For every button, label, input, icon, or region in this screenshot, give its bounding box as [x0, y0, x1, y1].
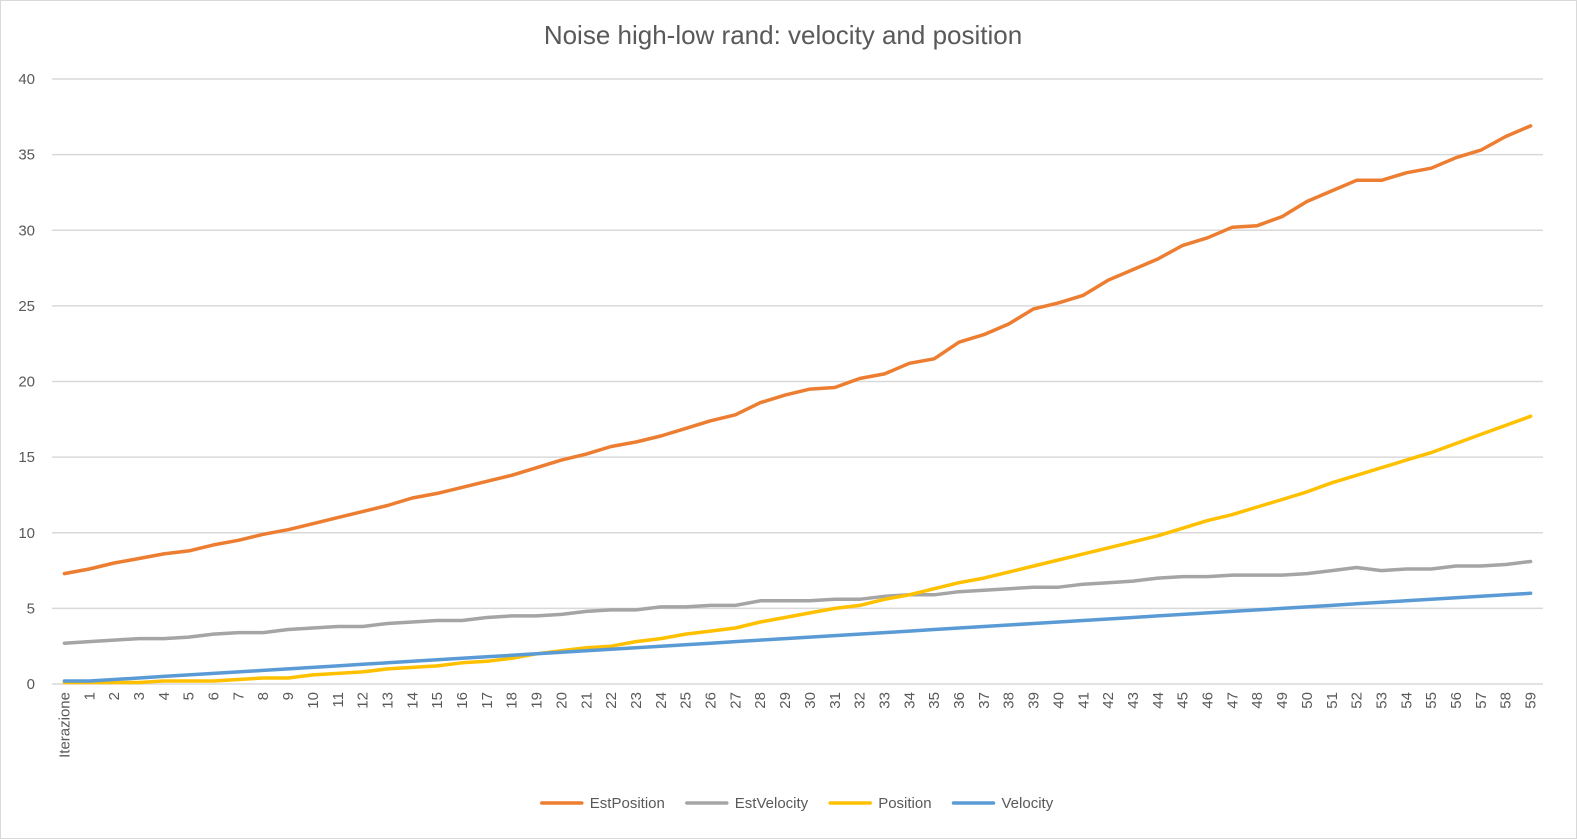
x-tick-label: 3: [131, 692, 148, 700]
x-tick-label: 47: [1224, 692, 1241, 709]
x-tick-label: 37: [976, 692, 993, 709]
x-tick-label: 53: [1373, 692, 1390, 709]
x-tick-label: 29: [777, 692, 794, 709]
series-line-estvelocity: [62, 559, 1533, 645]
x-tick-label: 54: [1398, 692, 1415, 709]
x-tick-label: 33: [876, 692, 893, 709]
x-tick-label: 16: [454, 692, 471, 709]
x-tick-label: 51: [1324, 692, 1341, 709]
x-tick-label: 39: [1026, 692, 1043, 709]
x-tick-label: 49: [1274, 692, 1291, 709]
x-tick-label: 30: [802, 692, 819, 709]
x-tick-label: 10: [305, 692, 322, 709]
x-tick-label: 27: [727, 692, 744, 709]
y-tick-label: 10: [18, 525, 35, 542]
x-tick-label: 59: [1523, 692, 1540, 709]
x-tick-label: 14: [404, 692, 421, 709]
x-tick-label: 42: [1100, 692, 1117, 709]
x-tick-label: 25: [678, 692, 695, 709]
chart-title: Noise high-low rand: velocity and positi…: [544, 20, 1022, 50]
x-tick-label: 11: [330, 692, 347, 708]
legend-label: EstVelocity: [735, 795, 809, 812]
legend: EstPosition EstVelocity Position Velocity: [540, 795, 1054, 812]
x-tick-label: 32: [852, 692, 869, 709]
y-tick-label: 0: [27, 676, 35, 693]
x-tick-label: 28: [752, 692, 769, 709]
x-tick-label: 4: [156, 692, 173, 700]
x-tick-label: 34: [901, 692, 918, 709]
x-tick-label: 18: [504, 692, 521, 709]
x-tick-label: 21: [578, 692, 595, 709]
x-tick-label: 20: [553, 692, 570, 709]
x-tick-label: 6: [206, 692, 223, 700]
x-tick-label: 2: [106, 692, 123, 700]
x-tick-label: 26: [703, 692, 720, 709]
series-line-estposition: [62, 124, 1533, 576]
x-tick-label: 15: [429, 692, 446, 709]
x-tick-label: 45: [1175, 692, 1192, 709]
x-axis-ticks: Iterazione 1 2 3 4 5 6 7 8 9 10 11 12 13 14 15 16 17 18 19 2…: [56, 692, 1539, 758]
x-tick-label: 52: [1349, 692, 1366, 709]
x-tick-label: 13: [379, 692, 396, 709]
y-tick-label: 5: [27, 600, 35, 617]
x-tick-label: 8: [255, 692, 272, 700]
y-tick-label: 15: [18, 449, 35, 466]
x-tick-label: 36: [951, 692, 968, 709]
legend-label: EstPosition: [590, 795, 665, 812]
series-line-velocity: [62, 591, 1533, 683]
y-tick-label: 30: [18, 222, 35, 239]
legend-item-estvelocity: EstVelocity: [685, 795, 809, 812]
x-tick-label: 22: [603, 692, 620, 709]
x-tick-label: Iterazione: [56, 692, 73, 758]
legend-item-estposition: EstPosition: [540, 795, 665, 812]
series-line-position: [62, 414, 1533, 685]
legend-label: Velocity: [1002, 795, 1054, 812]
x-tick-label: 46: [1200, 692, 1217, 709]
legend-label: Position: [878, 795, 931, 812]
gridlines: [52, 78, 1543, 685]
x-tick-label: 31: [827, 692, 844, 709]
x-tick-label: 5: [181, 692, 198, 700]
x-tick-label: 48: [1249, 692, 1266, 709]
legend-item-velocity: Velocity: [951, 795, 1054, 812]
y-tick-label: 35: [18, 147, 35, 164]
x-tick-label: 50: [1299, 692, 1316, 709]
x-tick-label: 7: [230, 692, 247, 700]
x-tick-label: 56: [1448, 692, 1465, 709]
x-tick-label: 58: [1498, 692, 1515, 709]
y-axis-ticks: 0 5 10 15 20 25 30 35 40: [18, 71, 35, 693]
x-tick-label: 19: [529, 692, 546, 709]
x-tick-label: 44: [1150, 692, 1167, 709]
y-tick-label: 20: [18, 374, 35, 391]
legend-item-position: Position: [828, 795, 932, 812]
x-tick-label: 57: [1473, 692, 1490, 709]
x-tick-label: 40: [1050, 692, 1067, 709]
x-tick-label: 9: [280, 692, 297, 700]
x-tick-label: 41: [1075, 692, 1092, 709]
x-tick-label: 12: [355, 692, 372, 709]
series-lines: [62, 124, 1533, 685]
x-tick-label: 1: [81, 692, 98, 700]
x-tick-label: 24: [653, 692, 670, 709]
x-tick-label: 17: [479, 692, 496, 709]
x-tick-label: 55: [1423, 692, 1440, 709]
y-tick-label: 25: [18, 298, 35, 315]
x-tick-label: 38: [1001, 692, 1018, 709]
x-tick-label: 35: [926, 692, 943, 709]
x-tick-label: 43: [1125, 692, 1142, 709]
y-tick-label: 40: [18, 71, 35, 88]
x-tick-label: 23: [628, 692, 645, 709]
